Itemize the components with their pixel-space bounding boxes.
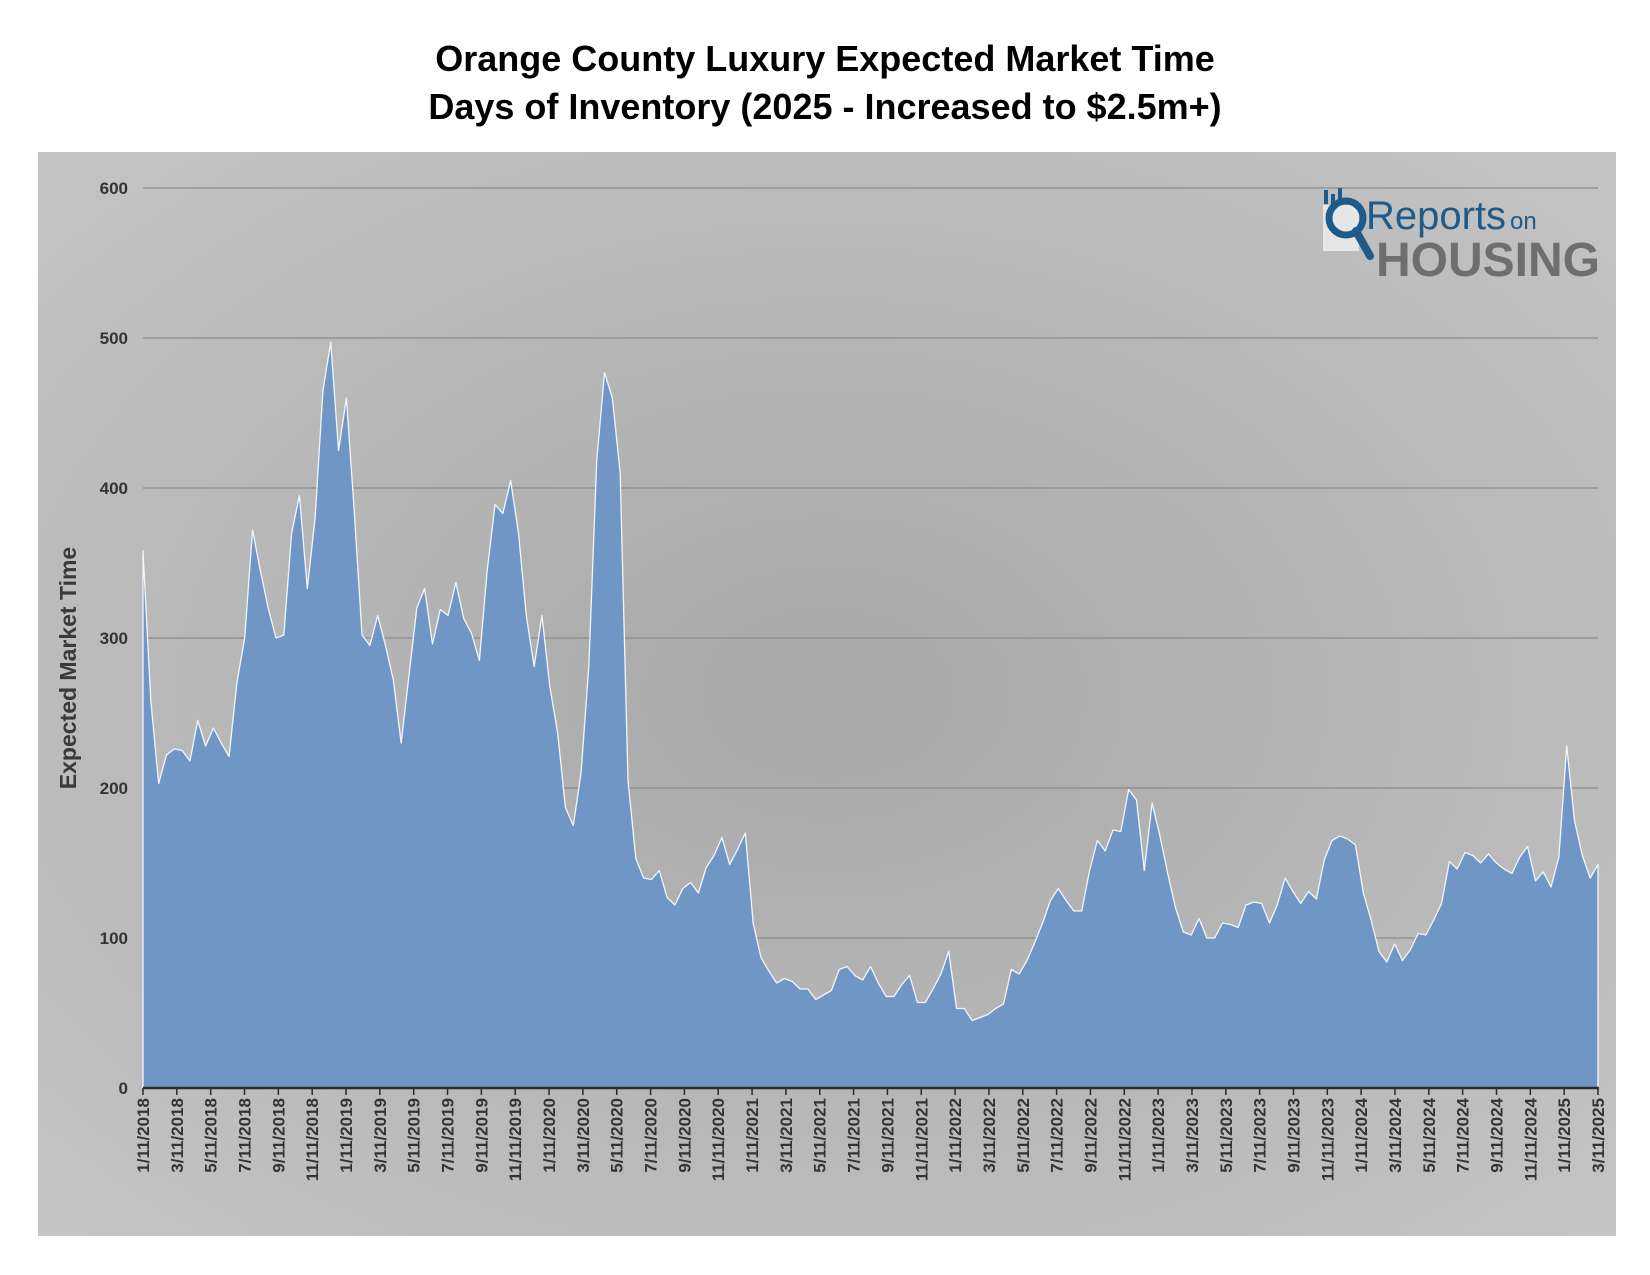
x-tick-label: 11/11/2019: [506, 1098, 525, 1181]
x-tick-label: 1/11/2024: [1352, 1097, 1371, 1172]
reports-on-housing-logo: Reports on HOUSING: [1323, 188, 1600, 287]
x-tick-label: 9/11/2019: [472, 1098, 491, 1173]
x-tick-label: 11/11/2021: [912, 1098, 931, 1181]
x-tick-label: 7/11/2018: [236, 1098, 255, 1173]
x-axis-ticks: [142, 1088, 1599, 1095]
x-tick-label: 11/11/2022: [1115, 1098, 1134, 1181]
x-tick-label: 9/11/2022: [1081, 1098, 1100, 1173]
x-tick-label: 5/11/2019: [405, 1098, 424, 1173]
x-tick-label: 3/11/2023: [1183, 1098, 1202, 1173]
x-tick-label: 7/11/2024: [1454, 1097, 1473, 1172]
x-tick-label: 9/11/2018: [269, 1098, 288, 1173]
y-tick-label: 500: [100, 329, 128, 348]
magnifier-ring: [1325, 197, 1367, 239]
bar-2: [1331, 194, 1335, 204]
bar-1: [1324, 190, 1328, 204]
y-tick-label: 600: [100, 179, 128, 198]
chart-title: Orange County Luxury Expected Market Tim…: [435, 38, 1215, 79]
logo-on-text: on: [1510, 208, 1537, 235]
x-tick-label: 3/11/2018: [168, 1098, 187, 1173]
x-tick-label: 3/11/2022: [980, 1098, 999, 1173]
x-tick-label: 3/11/2020: [574, 1098, 593, 1173]
chart-subtitle: Days of Inventory (2025 - Increased to $…: [428, 86, 1222, 127]
x-tick-label: 1/11/2018: [134, 1098, 153, 1173]
x-axis-tick-labels: 1/11/2018 3/11/2018 5/11/2018 7/11/2018 9/11…: [134, 1097, 1608, 1181]
x-tick-label: 7/11/2020: [642, 1098, 661, 1173]
x-tick-label: 5/11/2018: [202, 1098, 221, 1173]
x-tick-label: 5/11/2022: [1014, 1098, 1033, 1173]
x-tick-label: 3/11/2024: [1386, 1097, 1405, 1172]
y-tick-label: 400: [100, 479, 128, 498]
x-tick-label: 7/11/2019: [439, 1098, 458, 1173]
x-tick-label: 5/11/2024: [1420, 1097, 1439, 1172]
x-tick-label: 9/11/2020: [675, 1098, 694, 1173]
x-tick-label: 3/11/2019: [371, 1098, 390, 1173]
x-tick-label: 7/11/2021: [845, 1098, 864, 1173]
x-tick-label: 11/11/2020: [709, 1098, 728, 1181]
x-tick-label: 1/11/2021: [743, 1098, 762, 1173]
magnifier-handle: [1352, 227, 1374, 260]
x-tick-label: 1/11/2019: [337, 1098, 356, 1173]
x-tick-label: 9/11/2023: [1284, 1098, 1303, 1173]
y-tick-label: 100: [100, 929, 128, 948]
x-tick-label: 5/11/2023: [1217, 1098, 1236, 1173]
y-tick-label: 300: [100, 629, 128, 648]
x-tick-label: 1/11/2022: [946, 1098, 965, 1173]
x-tick-label: 1/11/2020: [540, 1098, 559, 1173]
bar-3: [1338, 188, 1342, 204]
x-tick-label: 7/11/2022: [1048, 1098, 1067, 1173]
x-tick-label: 11/11/2023: [1318, 1098, 1337, 1181]
x-tick-label: 5/11/2021: [811, 1098, 830, 1173]
y-tick-label: 200: [100, 779, 128, 798]
x-tick-label: 3/11/2025: [1589, 1098, 1608, 1173]
x-tick-label: 11/11/2018: [303, 1098, 322, 1181]
x-tick-label: 7/11/2023: [1251, 1098, 1270, 1173]
x-tick-label: 5/11/2020: [608, 1098, 627, 1173]
x-tick-label: 3/11/2021: [777, 1098, 796, 1173]
y-axis-tick-labels: 0 100 200 300 400 500 600: [100, 179, 128, 1098]
y-axis-label: Expected Market Time: [55, 547, 81, 789]
x-tick-label: 1/11/2025: [1555, 1098, 1574, 1173]
logo-reports-text: Reports: [1366, 194, 1506, 238]
x-tick-label: 9/11/2021: [878, 1098, 897, 1173]
series-area: [142, 341, 1599, 1089]
y-tick-label: 0: [119, 1079, 128, 1098]
x-tick-label: 11/11/2024: [1521, 1097, 1540, 1181]
magnifier-chart-icon: [1323, 188, 1374, 260]
x-tick-label: 1/11/2023: [1149, 1098, 1168, 1173]
x-tick-label: 9/11/2024: [1487, 1097, 1506, 1172]
logo-housing-text: HOUSING: [1376, 234, 1600, 287]
